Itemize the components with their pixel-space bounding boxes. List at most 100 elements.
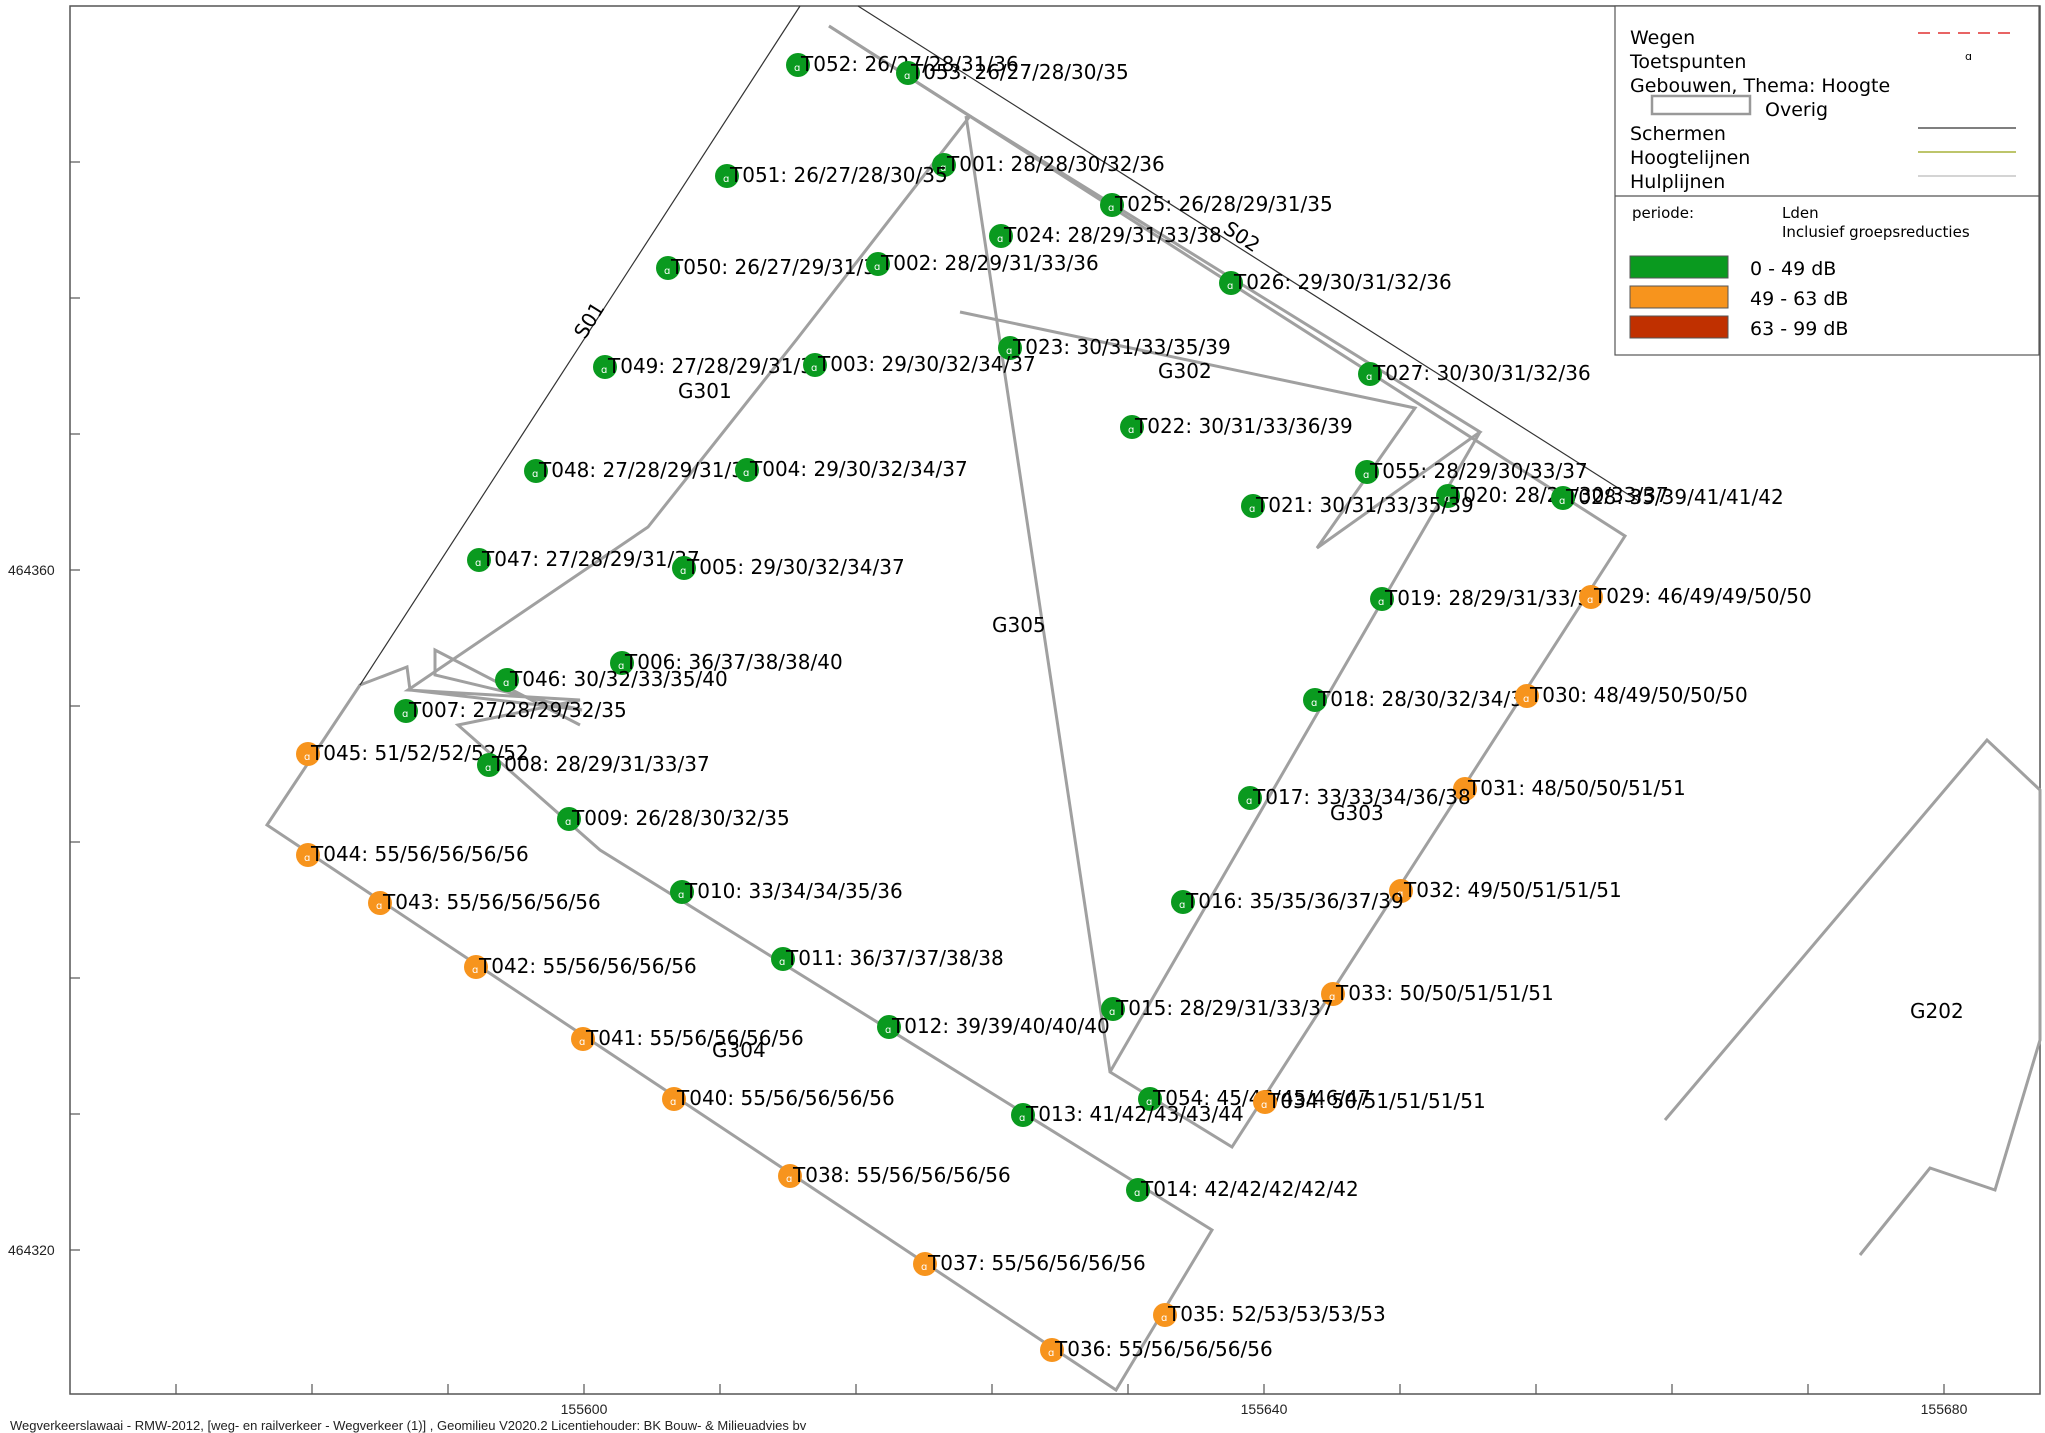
point-icon: ɑ <box>723 174 729 185</box>
point-label: T008: 28/29/31/33/37 <box>491 752 710 776</box>
point-icon: ɑ <box>1523 694 1529 705</box>
point-marker <box>866 252 890 276</box>
point-icon: ɑ <box>1019 1113 1025 1124</box>
point-label: T055: 28/29/30/33/37 <box>1369 459 1588 483</box>
point-icon: ɑ <box>885 1025 891 1036</box>
receiver-point-t026: ɑ T026: 29/30/31/32/36 <box>1219 270 1452 295</box>
point-icon: ɑ <box>1006 346 1012 357</box>
point-label: T032: 49/50/51/51/51 <box>1403 878 1622 902</box>
point-marker <box>394 699 418 723</box>
point-icon: ɑ <box>1179 900 1185 911</box>
building-label-g202: G202 <box>1910 999 1964 1023</box>
point-label: T048: 27/28/29/31/37 <box>538 458 757 482</box>
point-marker <box>1253 1090 1277 1114</box>
receiver-point-t050: ɑ T050: 26/27/29/31/36 <box>656 255 889 280</box>
point-marker <box>778 1164 802 1188</box>
point-marker <box>1138 1087 1162 1111</box>
point-marker <box>467 548 491 572</box>
legend-label-gebouwen: Gebouwen, Thema: Hoogte <box>1630 75 1890 97</box>
point-marker <box>571 1027 595 1051</box>
receiver-point-t010: ɑ T010: 33/34/34/35/36 <box>670 879 903 904</box>
point-marker <box>1040 1338 1064 1362</box>
receiver-point-t023: ɑ T023: 30/31/33/35/39 <box>998 335 1231 360</box>
point-icon: ɑ <box>601 365 607 376</box>
point-label: T049: 27/28/29/31/36 <box>607 354 826 378</box>
building-label-g305: G305 <box>992 613 1046 637</box>
receiver-point-t037: ɑ T037: 55/56/56/56/56 <box>913 1251 1146 1276</box>
point-marker <box>1100 193 1124 217</box>
point-marker <box>1579 585 1603 609</box>
point-icon: ɑ <box>1108 203 1114 214</box>
point-icon: ɑ <box>1261 1100 1267 1111</box>
point-marker <box>1355 460 1379 484</box>
point-label: T007: 27/28/29/32/35 <box>408 698 627 722</box>
point-label: T009: 26/28/30/32/35 <box>571 806 790 830</box>
point-label: T051: 26/27/28/30/35 <box>729 163 948 187</box>
building-g202-outline <box>1663 737 2042 1256</box>
point-marker <box>786 53 810 77</box>
point-icon: ɑ <box>904 71 910 82</box>
legend-swatch-orange <box>1629 285 1729 309</box>
receiver-point-t042: ɑ T042: 55/56/56/56/56 <box>464 954 697 979</box>
building-label-g301: G301 <box>678 379 732 403</box>
point-marker <box>1101 997 1125 1021</box>
receiver-point-t051: ɑ T051: 26/27/28/30/35 <box>715 163 948 188</box>
receiver-point-t028: ɑ T028: 35/39/41/41/42 <box>1551 485 1784 510</box>
receiver-point-t002: ɑ T002: 28/29/31/33/36 <box>866 251 1099 276</box>
point-label: T043: 55/56/56/56/56 <box>382 890 601 914</box>
point-label: T027: 30/30/31/32/36 <box>1372 361 1591 385</box>
point-marker <box>1389 879 1413 903</box>
point-icon: ɑ <box>503 678 509 689</box>
point-marker <box>1303 688 1327 712</box>
point-icon: ɑ <box>1366 372 1372 383</box>
receiver-point-t022: ɑ T022: 30/31/33/36/39 <box>1120 414 1353 439</box>
receiver-point-t016: ɑ T016: 35/35/36/37/39 <box>1171 889 1404 914</box>
point-icon: ɑ <box>1227 281 1233 292</box>
point-marker <box>1241 494 1265 518</box>
point-icon: ɑ <box>997 234 1003 245</box>
point-label: T017: 33/33/34/36/38 <box>1252 785 1471 809</box>
point-marker <box>368 891 392 915</box>
point-label: T029: 46/49/49/50/50 <box>1593 584 1812 608</box>
point-marker <box>998 336 1022 360</box>
point-icon: ɑ <box>921 1262 927 1273</box>
point-icon: ɑ <box>1146 1097 1152 1108</box>
point-icon: ɑ <box>670 1097 676 1108</box>
legend-label-overig: Overig <box>1765 99 1828 121</box>
point-label: T010: 33/34/34/35/36 <box>684 879 903 903</box>
point-marker <box>656 256 680 280</box>
point-label: T026: 29/30/31/32/36 <box>1233 270 1452 294</box>
point-label: T038: 55/56/56/56/56 <box>792 1163 1011 1187</box>
point-marker <box>715 164 739 188</box>
point-label: T053: 26/27/28/30/35 <box>910 60 1129 84</box>
receiver-points: ɑ T052: 26/27/28/31/36ɑ T053: 26/27/28/30/… <box>296 52 1812 1362</box>
receiver-point-t044: ɑ T044: 55/56/56/56/56 <box>296 842 529 867</box>
receiver-point-t025: ɑ T025: 26/28/29/31/35 <box>1100 192 1333 217</box>
point-icon: ɑ <box>1378 597 1384 608</box>
point-label: T037: 55/56/56/56/56 <box>927 1251 1146 1275</box>
receiver-point-t027: ɑ T027: 30/30/31/32/36 <box>1358 361 1591 386</box>
point-marker <box>1120 415 1144 439</box>
point-icon: ɑ <box>1128 425 1134 436</box>
y-tick-label: 464320 <box>8 1242 55 1258</box>
point-icon: ɑ <box>475 558 481 569</box>
point-icon: ɑ <box>1134 1188 1140 1199</box>
legend-periode-note: Inclusief groepsreducties <box>1782 223 1970 241</box>
receiver-point-t015: ɑ T015: 28/29/31/33/37 <box>1101 996 1334 1021</box>
point-label: T040: 55/56/56/56/56 <box>676 1086 895 1110</box>
point-icon: ɑ <box>786 1174 792 1185</box>
point-marker <box>1453 777 1477 801</box>
receiver-point-t030: ɑ T030: 48/49/50/50/50 <box>1515 683 1748 708</box>
point-icon: ɑ <box>1311 698 1317 709</box>
axis-ticks <box>70 161 1945 1394</box>
point-icon: ɑ <box>618 661 624 672</box>
point-marker <box>1358 362 1382 386</box>
point-marker <box>610 651 634 675</box>
legend-label-toetspunten: Toetspunten <box>1629 51 1746 73</box>
receiver-point-t007: ɑ T007: 27/28/29/32/35 <box>394 698 627 723</box>
receiver-point-t024: ɑ T024: 28/29/31/33/38 <box>989 223 1222 248</box>
screen-lines <box>359 5 1638 686</box>
point-label: T042: 55/56/56/56/56 <box>478 954 697 978</box>
receiver-point-t040: ɑ T040: 55/56/56/56/56 <box>662 1086 895 1111</box>
